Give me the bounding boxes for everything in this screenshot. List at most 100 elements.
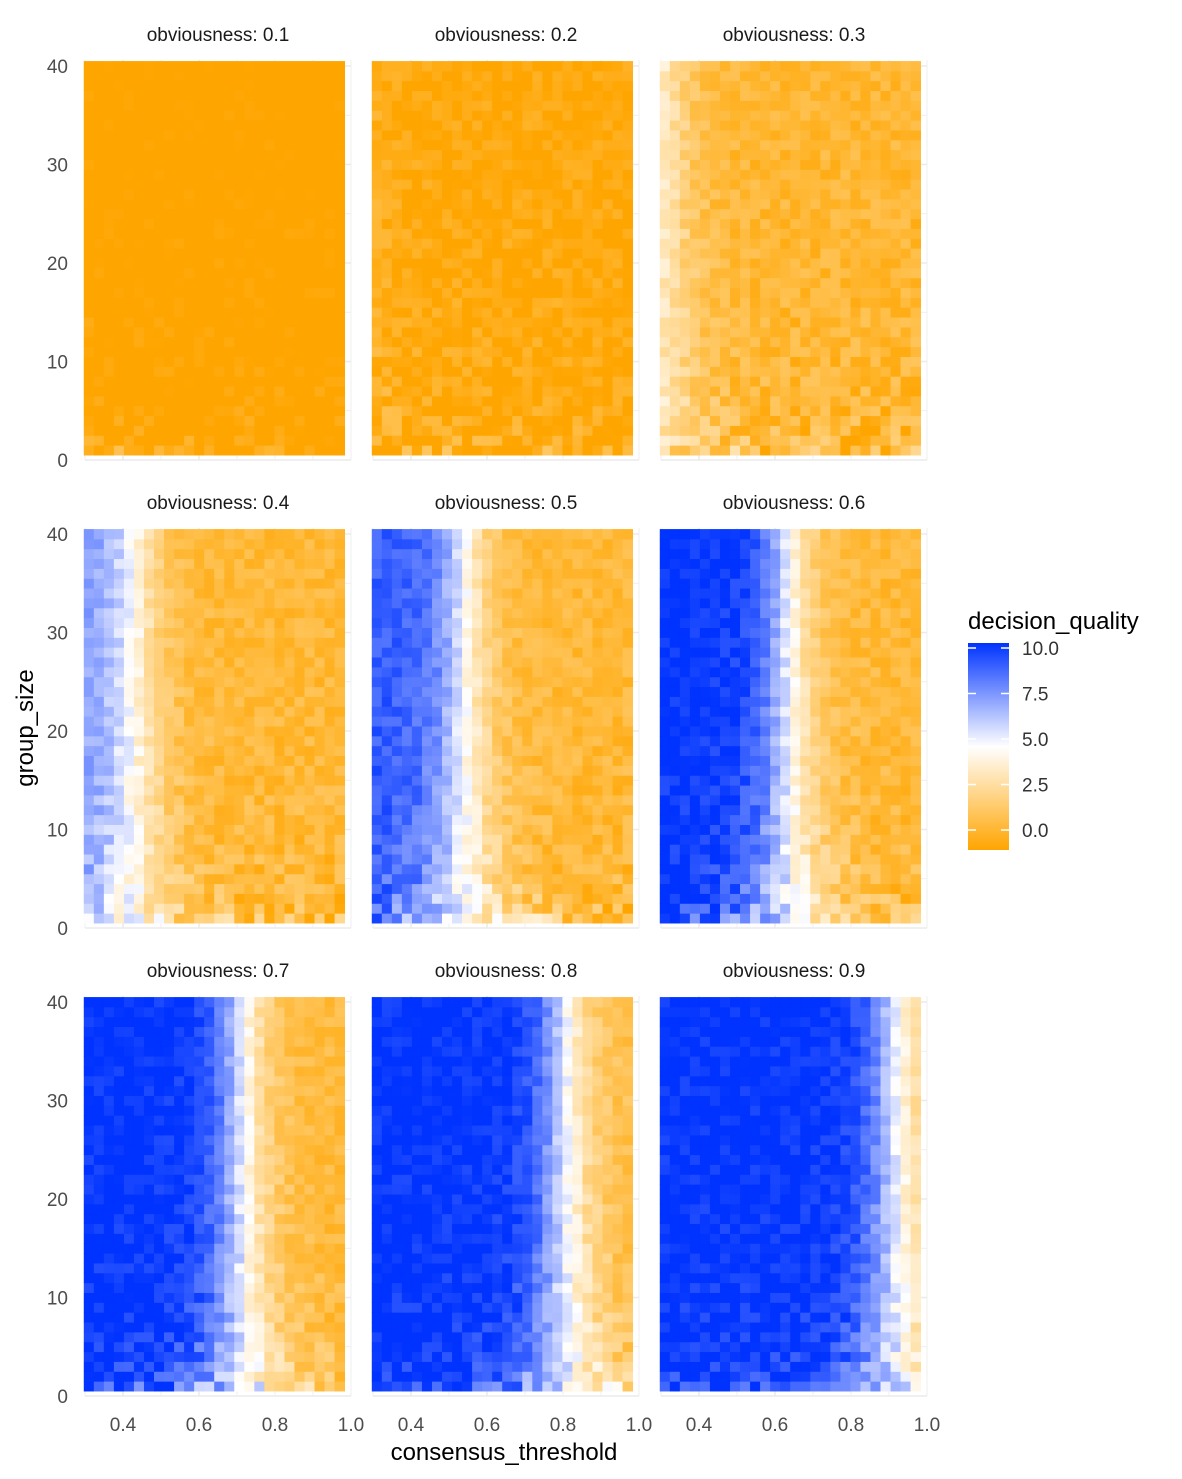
heatmap-cell [472, 706, 483, 717]
heatmap-cell [254, 726, 265, 737]
heatmap-cell [83, 903, 95, 914]
heatmap-cell [204, 366, 215, 377]
heatmap-cell [462, 248, 473, 259]
heatmap-cell [214, 785, 225, 796]
heatmap-cell [411, 366, 423, 377]
heatmap-cell [622, 267, 634, 279]
heatmap-cell [689, 405, 701, 417]
heatmap-cell [502, 775, 513, 786]
heatmap-cell [421, 676, 433, 688]
heatmap-cell [421, 317, 433, 328]
heatmap-cell [123, 80, 135, 92]
heatmap-cell [184, 376, 195, 387]
heatmap-cell [123, 795, 135, 806]
heatmap-cell [133, 568, 145, 579]
heatmap-cell [820, 179, 831, 190]
heatmap-cell [472, 765, 483, 776]
heatmap-cell [371, 356, 383, 367]
heatmap-cell [820, 228, 831, 239]
heatmap-cell [204, 686, 215, 697]
heatmap-cell [502, 307, 513, 318]
heatmap-cell [492, 248, 503, 259]
heatmap-cell [264, 775, 275, 786]
heatmap-cell [612, 169, 623, 180]
heatmap-cell [472, 415, 483, 426]
heatmap-cell [442, 267, 453, 279]
heatmap-cell [542, 445, 553, 456]
heatmap-cell [850, 169, 861, 180]
heatmap-cell [740, 327, 751, 338]
heatmap-cell [401, 657, 413, 668]
heatmap-cell [552, 228, 563, 239]
heatmap-cell [224, 686, 235, 697]
heatmap-cell [602, 903, 613, 914]
heatmap-cell [512, 913, 523, 924]
heatmap-cell [890, 61, 901, 72]
heatmap-cell [254, 317, 265, 328]
heatmap-cell [93, 834, 105, 845]
heatmap-cell [401, 765, 413, 776]
heatmap-cell [482, 735, 493, 747]
heatmap-cell [224, 676, 235, 688]
heatmap-cell [381, 277, 393, 289]
heatmap-cell [164, 238, 175, 249]
heatmap-cell [900, 386, 911, 397]
heatmap-cell [562, 61, 573, 72]
heatmap-cell [324, 130, 335, 141]
heatmap-cell [572, 863, 583, 875]
heatmap-cell [391, 61, 403, 72]
heatmap-cell [314, 686, 325, 697]
heatmap-cell [103, 696, 115, 707]
heatmap-cell [264, 218, 275, 229]
heatmap-cell [730, 395, 741, 407]
heatmap-cell [234, 405, 245, 417]
heatmap-cell [750, 120, 761, 131]
heatmap-cell [522, 218, 533, 229]
heatmap-cell [103, 100, 115, 111]
heatmap-cell [244, 765, 255, 776]
heatmap-cell [870, 317, 881, 328]
heatmap-cell [113, 277, 125, 289]
heatmap-cell [492, 795, 503, 806]
heatmap-cell [719, 238, 731, 249]
heatmap-cell [371, 297, 383, 308]
heatmap-cell [194, 70, 205, 82]
heatmap-cell [391, 666, 403, 678]
heatmap-cell [462, 735, 473, 747]
heatmap-cell [612, 676, 623, 688]
heatmap-cell [452, 90, 463, 101]
heatmap-cell [612, 208, 623, 220]
heatmap-cell [324, 578, 335, 589]
heatmap-cell [401, 745, 413, 757]
heatmap-cell [860, 130, 871, 141]
heatmap-cell [334, 824, 346, 835]
heatmap-cell [224, 588, 235, 599]
heatmap-cell [622, 130, 634, 141]
heatmap-cell [224, 405, 235, 417]
heatmap-cell [224, 903, 235, 914]
heatmap-cell [452, 775, 463, 786]
heatmap-cell [462, 755, 473, 766]
heatmap-cell [244, 863, 255, 875]
heatmap-cell [391, 327, 403, 338]
heatmap-cell [204, 775, 215, 786]
heatmap-cell [194, 873, 205, 885]
heatmap-cell [314, 366, 325, 377]
heatmap-cell [592, 913, 603, 924]
heatmap-cell [582, 258, 593, 269]
heatmap-cell [592, 149, 603, 160]
heatmap-cell [492, 863, 503, 875]
heatmap-cell [542, 686, 553, 697]
heatmap-cell [592, 327, 603, 338]
heatmap-cell [234, 834, 245, 845]
heatmap-cell [562, 735, 573, 747]
heatmap-cell [552, 676, 563, 688]
heatmap-cell [381, 755, 393, 766]
heatmap-cell [820, 327, 831, 338]
heatmap-cell [244, 395, 255, 407]
heatmap-cell [194, 425, 205, 436]
heatmap-cell [314, 726, 325, 737]
heatmap-cell [492, 356, 503, 367]
heatmap-cell [381, 267, 393, 279]
heatmap-cell [254, 179, 265, 190]
